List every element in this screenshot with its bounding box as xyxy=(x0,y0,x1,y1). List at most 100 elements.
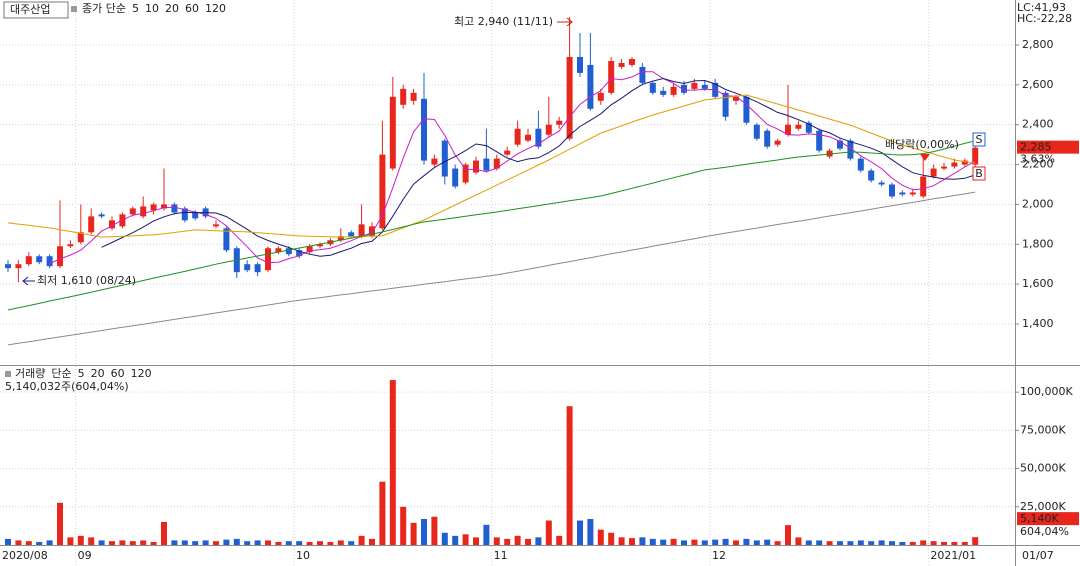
volume-bar xyxy=(701,540,708,545)
volume-bar xyxy=(733,540,739,545)
volume-bar xyxy=(233,538,240,545)
volume-bar xyxy=(244,541,251,545)
candle-body xyxy=(369,226,375,237)
volume-bar xyxy=(597,529,604,545)
x-tick-label: 12 xyxy=(712,549,726,562)
volume-info: 5,140,032주(604,04%) xyxy=(5,380,129,393)
marker-box xyxy=(972,132,986,147)
volume-bar xyxy=(514,535,521,545)
legend-entry: 10 xyxy=(145,2,159,15)
candle-body xyxy=(5,264,11,269)
volume-bar xyxy=(46,540,53,545)
volume-bar xyxy=(223,539,230,545)
candle-body xyxy=(285,248,292,255)
candle-body xyxy=(140,206,147,217)
candle-body xyxy=(951,162,958,167)
volume-bar xyxy=(837,541,843,545)
y-tick-label: 2,800 xyxy=(1022,38,1054,51)
stock-name: 대주산업 xyxy=(10,3,50,16)
event-triangle xyxy=(920,154,930,161)
volume-bar xyxy=(348,541,355,545)
indicator: LC:41,93 xyxy=(1017,1,1066,14)
volume-bar xyxy=(452,535,459,545)
volume-bar xyxy=(847,541,854,545)
candle-body xyxy=(597,92,604,101)
volume-bar xyxy=(192,541,199,545)
volume-bar xyxy=(119,540,126,545)
legend-entry: 60 xyxy=(111,367,125,380)
candle-body xyxy=(774,140,781,145)
candle-body xyxy=(36,256,43,263)
legend-square xyxy=(71,6,77,12)
candle-body xyxy=(889,184,895,197)
candle-body xyxy=(753,124,760,139)
volume-bar xyxy=(462,534,469,545)
y-tick-label: 1,800 xyxy=(1022,237,1054,250)
volume-bar xyxy=(77,535,84,545)
change-label: 604,04% xyxy=(1020,525,1069,538)
last-volume-box xyxy=(1017,512,1079,526)
volume-bar xyxy=(795,537,802,545)
candle-body xyxy=(909,192,916,195)
marker-label: S xyxy=(976,133,983,146)
candle-body xyxy=(265,248,271,271)
volume-bar xyxy=(587,519,594,545)
legend-entry: 거래량 xyxy=(15,367,45,380)
y-tick-label: 1,400 xyxy=(1022,317,1054,330)
volume-bar xyxy=(369,538,375,545)
volume-bar xyxy=(483,524,490,545)
y-tick-label: 2,600 xyxy=(1022,78,1054,91)
volume-bar xyxy=(743,538,750,545)
candle-body xyxy=(379,154,386,229)
candle-body xyxy=(691,82,698,89)
low-arrow xyxy=(22,276,35,286)
volume-bar xyxy=(878,540,885,545)
volume-bar xyxy=(816,540,823,545)
candle-body xyxy=(358,224,365,237)
legend-entry: 종가 단순 xyxy=(82,2,126,15)
candle-body xyxy=(244,264,251,271)
candle-body xyxy=(847,140,854,159)
legend-entry: 5 xyxy=(78,367,85,380)
volume-bar xyxy=(577,520,583,545)
y-tick-label: 75,000K xyxy=(1020,423,1066,436)
y-tick-label: 2,200 xyxy=(1022,158,1054,171)
candle-body xyxy=(639,66,646,83)
volume-bar xyxy=(275,541,282,545)
x-tick-label: 09 xyxy=(78,549,92,562)
candle-body xyxy=(337,236,344,241)
volume-bar xyxy=(857,540,864,545)
candle-body xyxy=(67,244,74,247)
volume-bar xyxy=(296,541,303,545)
volume-bar xyxy=(670,538,677,545)
x-tick-label: 11 xyxy=(494,549,508,562)
volume-bar xyxy=(140,540,147,545)
moving-average-line xyxy=(101,77,976,257)
candle-body xyxy=(681,84,687,93)
last-volume-label: 5,140K xyxy=(1020,512,1059,525)
candle-body xyxy=(98,214,105,217)
legend-entry: 120 xyxy=(131,367,152,380)
volume-bar xyxy=(421,519,427,545)
y-tick-label: 1,600 xyxy=(1022,277,1054,290)
y-tick-label: 25,000K xyxy=(1020,500,1066,513)
volume-bar xyxy=(504,538,511,545)
candle-body xyxy=(857,158,864,171)
volume-bar xyxy=(265,540,271,545)
volume-bar xyxy=(202,540,209,545)
volume-bar xyxy=(400,506,407,545)
legend-entry: 20 xyxy=(91,367,105,380)
high-annotation: 최고 2,940 (11/11) xyxy=(454,15,553,28)
volume-bar xyxy=(493,537,500,545)
candle-body xyxy=(161,204,167,209)
volume-bar xyxy=(473,537,479,545)
candle-body xyxy=(88,216,95,233)
indicator: HC:-22,28 xyxy=(1017,12,1072,25)
moving-average-line xyxy=(7,140,976,311)
volume-bar xyxy=(961,541,968,545)
volume-bar xyxy=(441,532,448,545)
candle-body xyxy=(254,264,261,273)
volume-bar xyxy=(972,537,979,545)
volume-bar xyxy=(57,502,63,545)
